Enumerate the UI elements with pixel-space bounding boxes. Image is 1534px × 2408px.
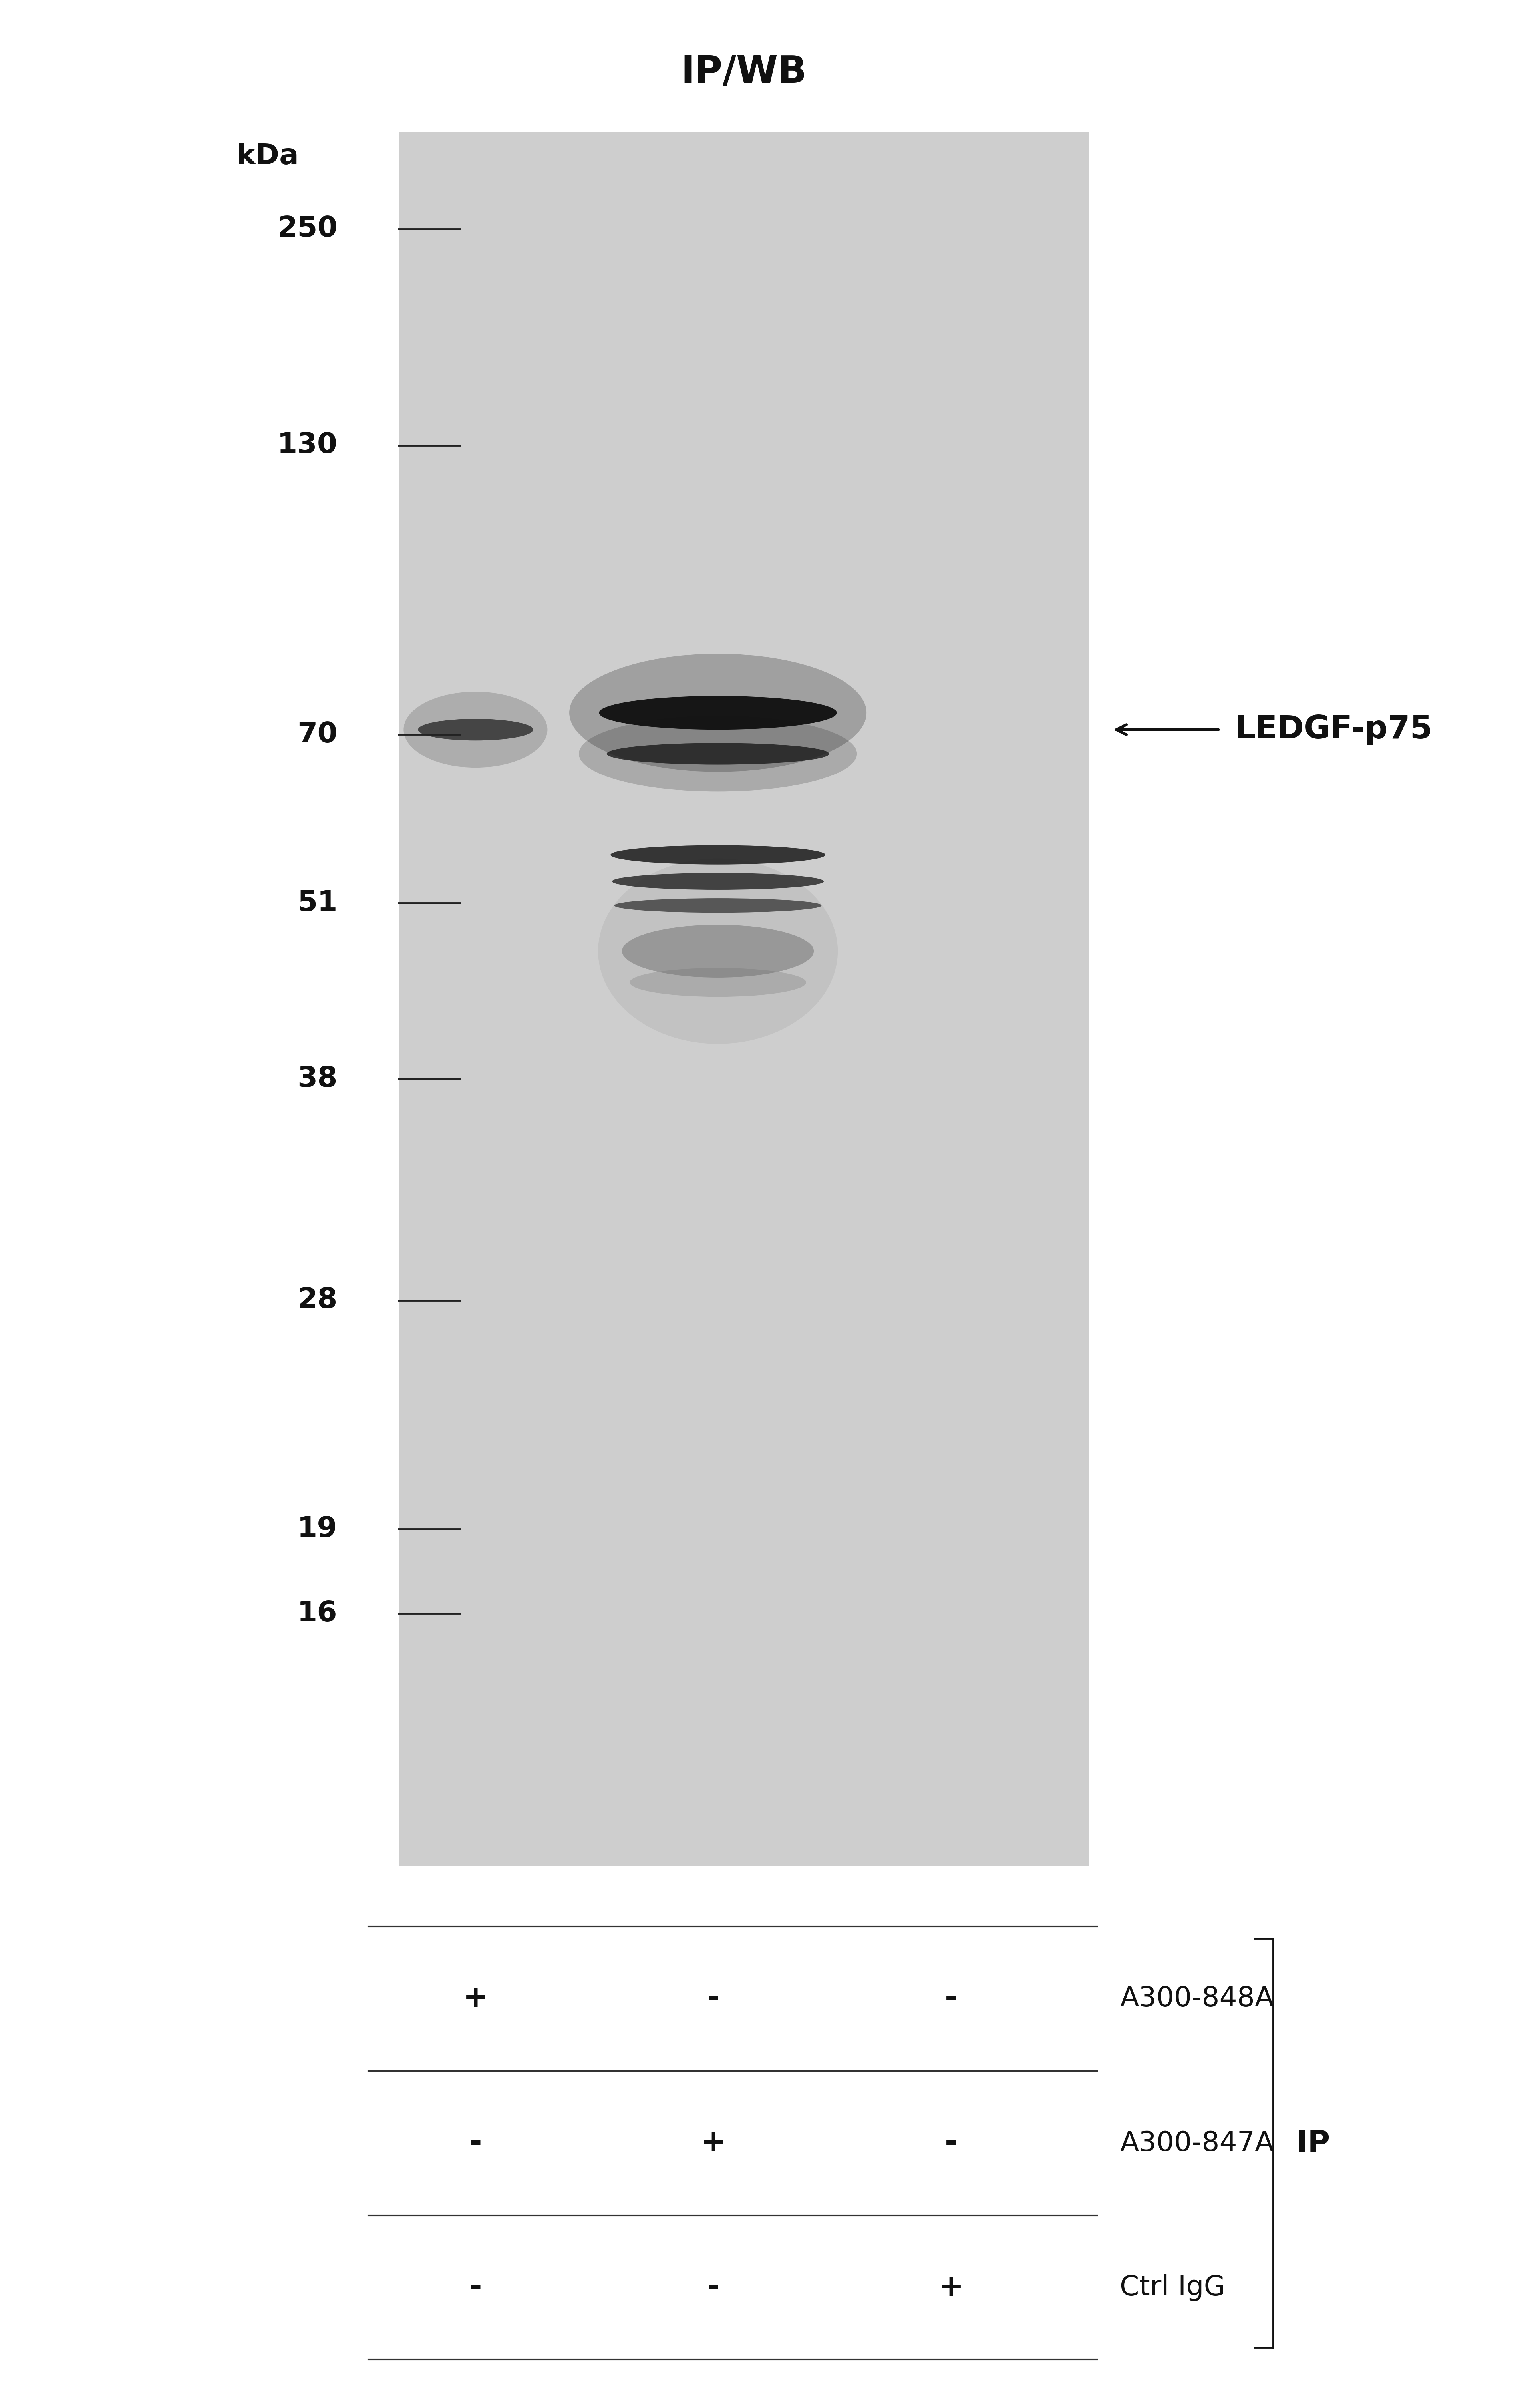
Text: LEDGF-p75: LEDGF-p75 — [1235, 715, 1433, 744]
Text: -: - — [707, 1984, 719, 2013]
Text: IP: IP — [1296, 2129, 1330, 2158]
Text: +: + — [939, 2273, 963, 2302]
Text: 70: 70 — [298, 720, 337, 749]
Text: +: + — [701, 2129, 726, 2158]
Text: Ctrl IgG: Ctrl IgG — [1120, 2273, 1226, 2302]
Ellipse shape — [569, 653, 867, 771]
Text: 28: 28 — [298, 1286, 337, 1315]
Text: -: - — [469, 2129, 482, 2158]
Ellipse shape — [598, 696, 838, 730]
Text: A300-848A: A300-848A — [1120, 1984, 1273, 2013]
Ellipse shape — [403, 691, 548, 768]
Text: kDa: kDa — [236, 142, 299, 171]
Text: -: - — [945, 2129, 957, 2158]
Text: 19: 19 — [298, 1515, 337, 1544]
Text: +: + — [463, 1984, 488, 2013]
Text: -: - — [945, 1984, 957, 2013]
Text: 250: 250 — [278, 214, 337, 243]
Ellipse shape — [623, 925, 813, 978]
Text: 51: 51 — [298, 889, 337, 917]
Ellipse shape — [607, 742, 828, 766]
Ellipse shape — [611, 845, 825, 864]
Text: 16: 16 — [298, 1599, 337, 1628]
Text: -: - — [707, 2273, 719, 2302]
Text: A300-847A: A300-847A — [1120, 2129, 1273, 2158]
Ellipse shape — [612, 872, 824, 891]
Ellipse shape — [578, 715, 858, 792]
Ellipse shape — [417, 718, 534, 742]
Text: 38: 38 — [298, 1064, 337, 1093]
Ellipse shape — [614, 898, 822, 913]
Ellipse shape — [630, 968, 807, 997]
Text: IP/WB: IP/WB — [681, 53, 807, 92]
Bar — [399, 132, 1089, 1866]
Text: 130: 130 — [278, 431, 337, 460]
Text: -: - — [469, 2273, 482, 2302]
Ellipse shape — [598, 860, 838, 1045]
